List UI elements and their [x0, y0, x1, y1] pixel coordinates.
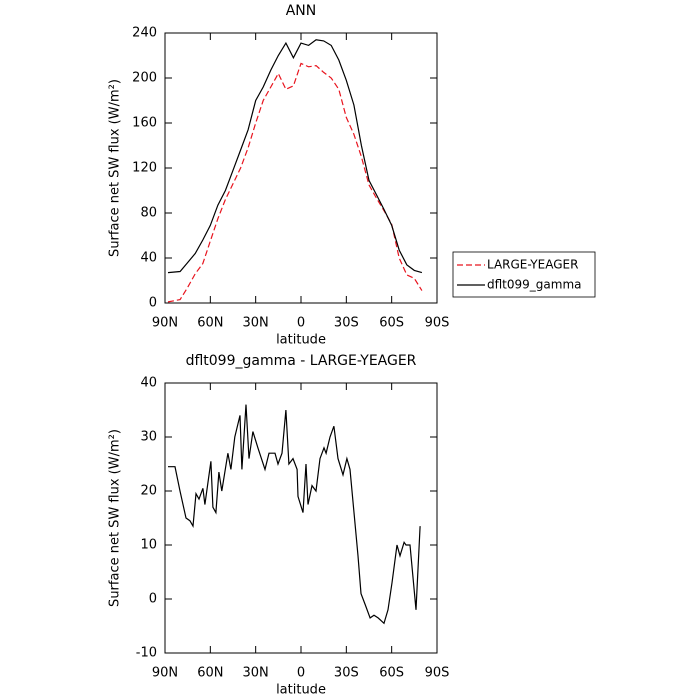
chart-title: ANN: [286, 3, 317, 19]
x-tick-label: 0: [297, 316, 305, 331]
y-tick-label: 20: [140, 484, 157, 499]
y-tick-label: 120: [132, 161, 157, 176]
data-line: [167, 39, 423, 274]
x-tick-label: 30S: [334, 316, 359, 331]
y-tick-label: 240: [132, 26, 157, 41]
x-axis-title: latitude: [276, 683, 326, 698]
y-tick-label: 80: [140, 206, 157, 221]
y-tick-label: -10: [136, 646, 157, 661]
data-line: [167, 62, 423, 303]
x-tick-label: 60N: [197, 666, 223, 681]
x-tick-label: 60N: [197, 316, 223, 331]
y-tick-label: 10: [140, 538, 157, 553]
legend-box: [452, 251, 596, 298]
y-tick-label: 40: [140, 376, 157, 391]
x-tick-label: 90N: [152, 316, 178, 331]
x-tick-label: 30N: [243, 666, 269, 681]
x-axis-title: latitude: [276, 333, 326, 348]
plot-frame: [164, 382, 438, 654]
x-tick-label: 90S: [425, 316, 450, 331]
y-axis-title: Surface net SW flux (W/m²): [108, 79, 123, 257]
legend-label: LARGE-YEAGER: [487, 258, 578, 272]
legend-label: dflt099_gamma: [487, 278, 582, 292]
x-tick-label: 60S: [379, 666, 404, 681]
y-tick-label: 0: [149, 592, 157, 607]
x-tick-label: 0: [297, 666, 305, 681]
chart-title: dflt099_gamma - LARGE-YEAGER: [186, 353, 417, 369]
y-tick-label: 0: [149, 296, 157, 311]
x-tick-label: 60S: [379, 316, 404, 331]
x-tick-label: 90S: [425, 666, 450, 681]
y-tick-label: 30: [140, 430, 157, 445]
x-tick-label: 30S: [334, 666, 359, 681]
y-axis-title: Surface net SW flux (W/m²): [108, 429, 123, 607]
plot-frame: [164, 32, 438, 304]
x-tick-label: 90N: [152, 666, 178, 681]
y-tick-label: 200: [132, 71, 157, 86]
y-tick-label: 160: [132, 116, 157, 131]
y-tick-label: 40: [140, 251, 157, 266]
data-line: [168, 404, 421, 625]
x-tick-label: 30N: [243, 316, 269, 331]
